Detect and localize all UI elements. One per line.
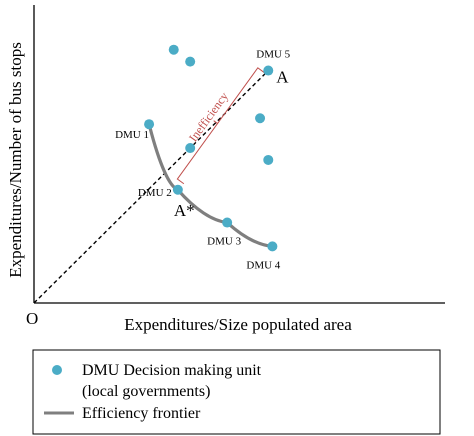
legend-item-point: DMU Decision making unit	[82, 362, 262, 379]
label-dmu-1: DMU 1	[115, 129, 149, 141]
inefficiency-bracket-tick	[213, 120, 218, 124]
label-dmu-3: DMU 3	[207, 236, 241, 248]
legend-point-marker	[52, 365, 62, 375]
label-dmu-4: DMU 4	[246, 259, 280, 271]
dmu-point-dmu-4	[267, 241, 278, 252]
dmu-point-8	[185, 143, 196, 154]
dmu-point-6	[168, 44, 179, 55]
dmu-point-9	[255, 113, 266, 124]
inefficiency-bracket	[176, 67, 265, 185]
label-dmu-2: DMU 2	[138, 187, 172, 199]
dmu-point-7	[185, 56, 196, 67]
y-axis-label: Expenditures/Number of bus stops	[6, 42, 25, 278]
origin-label: O	[26, 309, 38, 328]
legend-box	[32, 349, 441, 435]
label-a-star: A*	[174, 201, 195, 220]
dmu-point-10	[263, 154, 274, 165]
legend-item-frontier: Efficiency frontier	[82, 405, 201, 422]
efficiency-frontier-line	[147, 122, 274, 248]
dmu-point-dmu-1	[144, 119, 155, 130]
label-a: A	[276, 68, 289, 87]
dmu-point-dmu-5	[263, 65, 274, 76]
label-dmu-5: DMU 5	[256, 49, 290, 61]
x-axis-label: Expenditures/Size populated area	[124, 315, 352, 334]
projection-ray	[33, 70, 269, 304]
dmu-point-dmu-3	[222, 217, 233, 228]
dmu-point-dmu-2	[172, 184, 183, 195]
legend-item-point-sub: (local governments)	[82, 383, 210, 400]
